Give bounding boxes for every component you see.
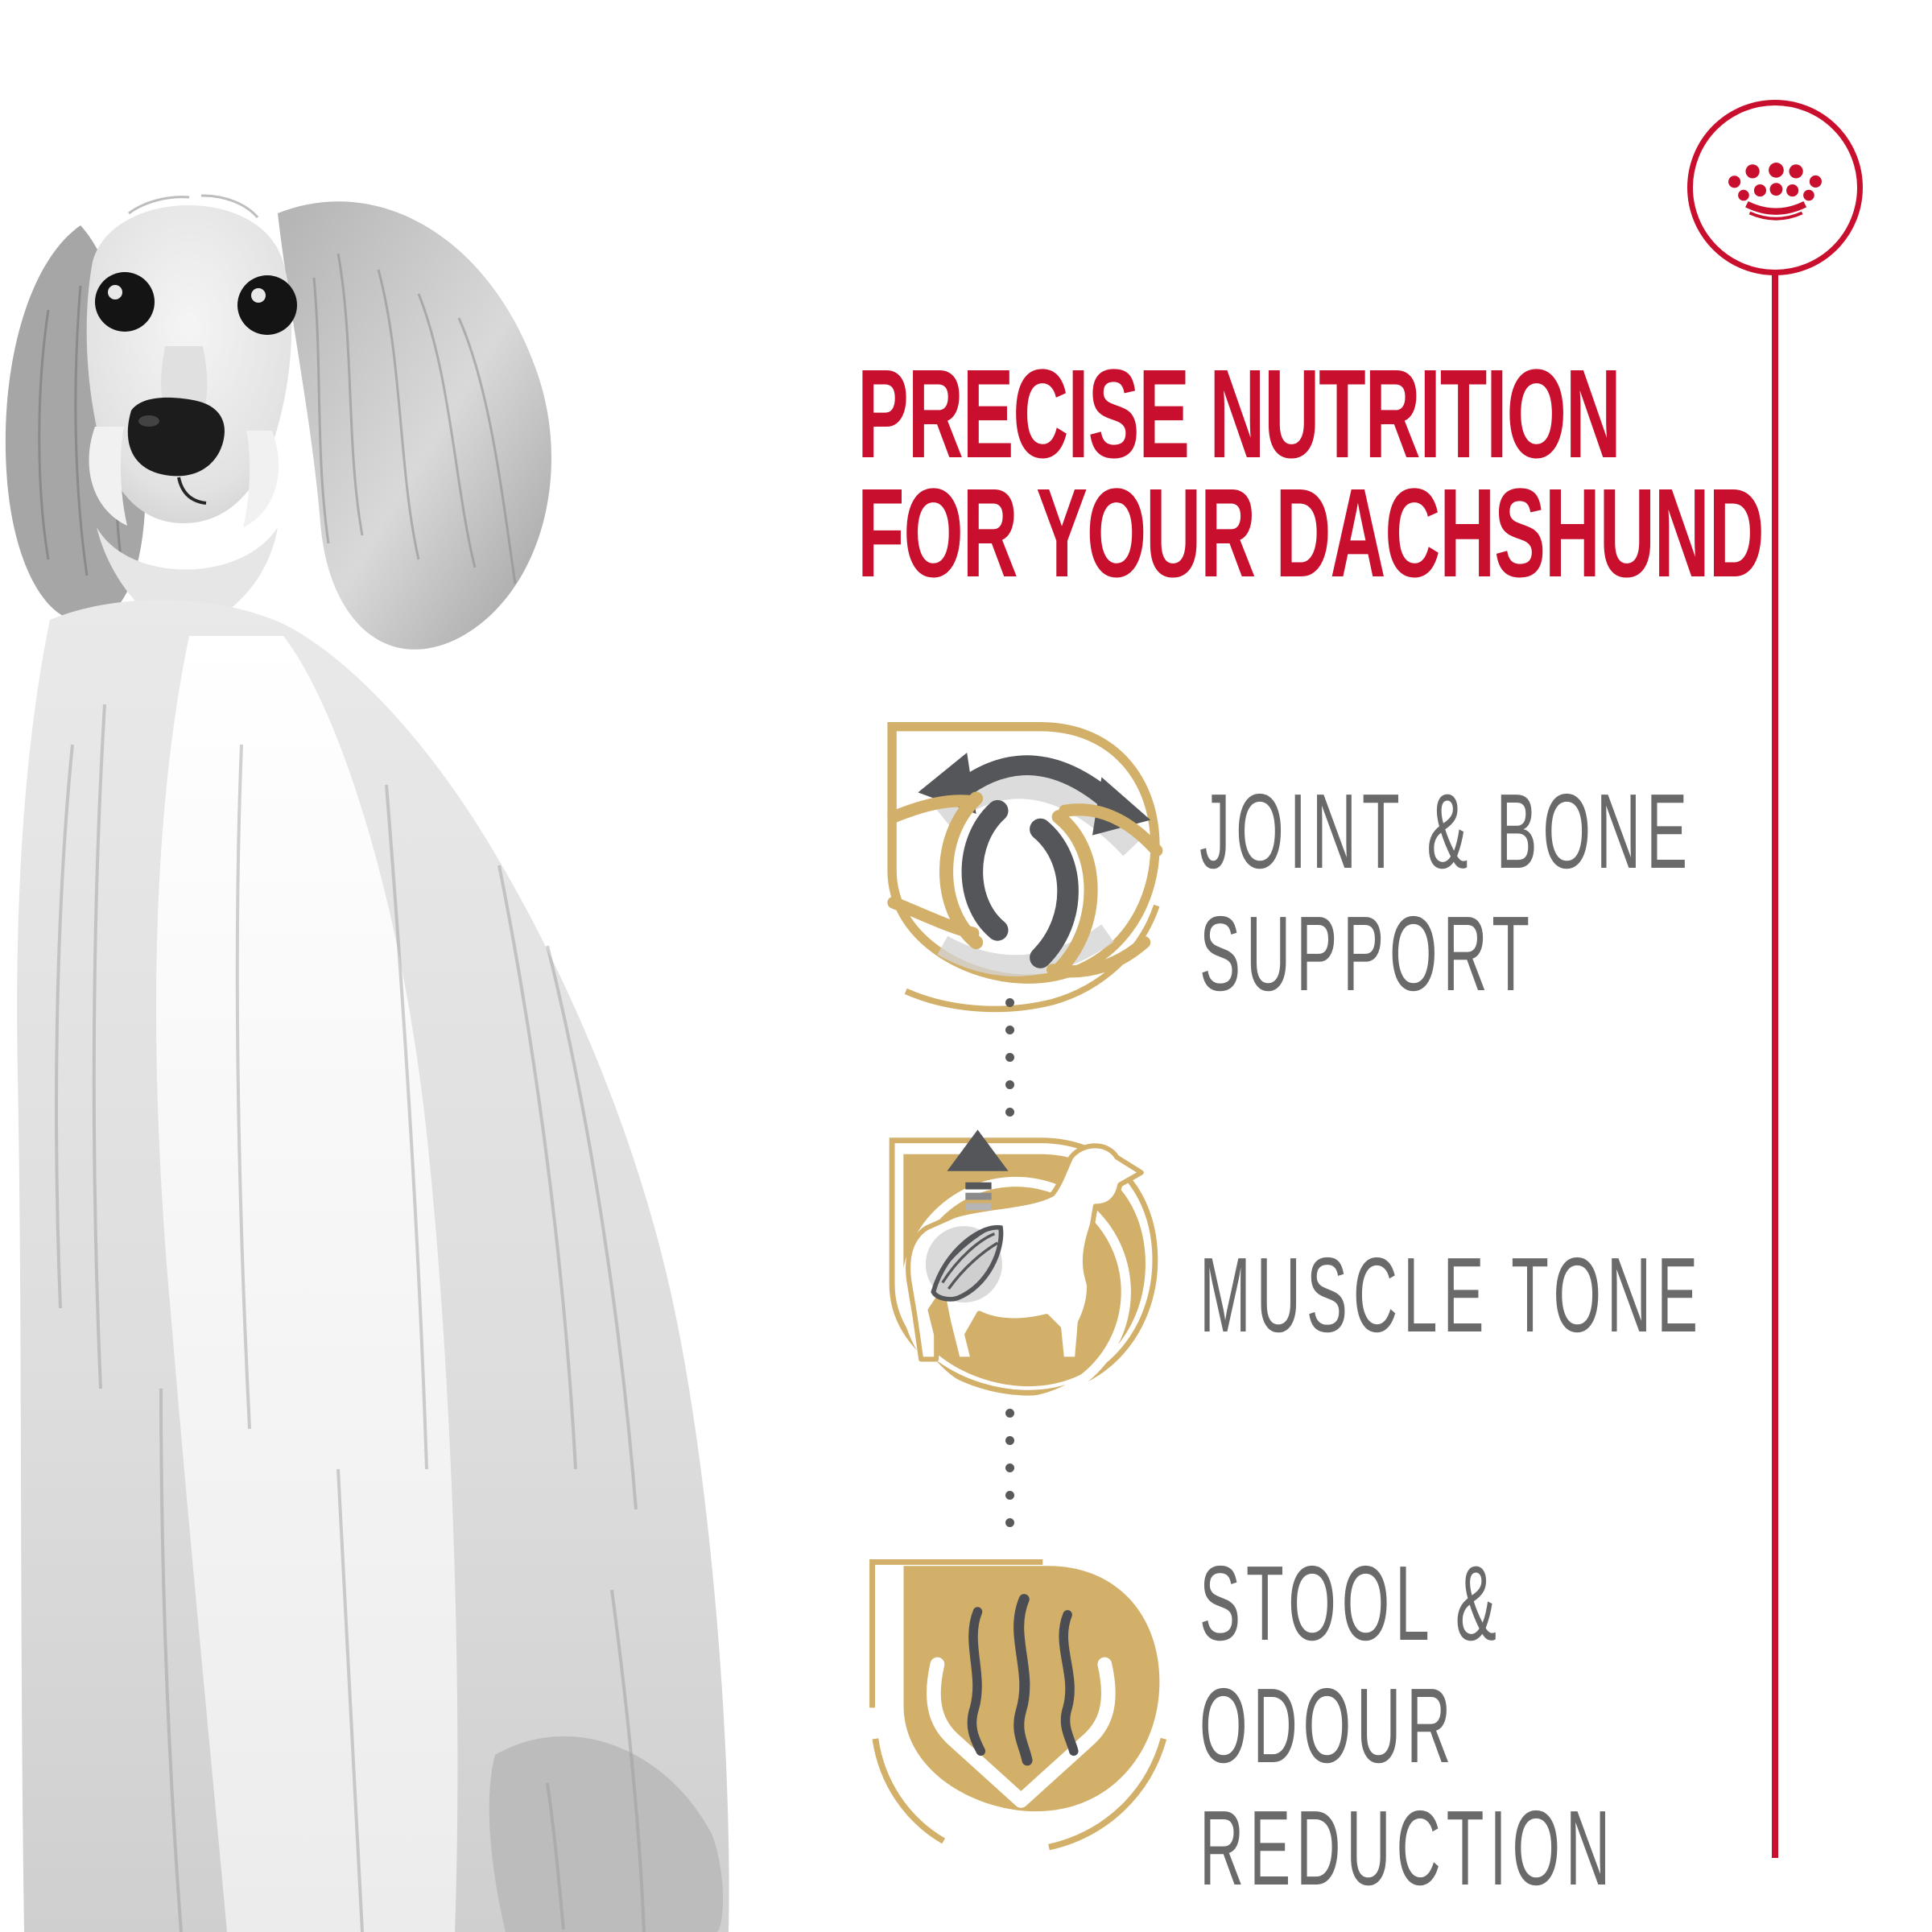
benefit-1-line-1: JOINT & BONE — [1199, 772, 1694, 890]
joint-bone-icon — [887, 722, 1163, 1013]
benefit-3-line-2: ODOUR — [1199, 1666, 1457, 1785]
benefit-label-joint-bone: JOINT & BONE SUPPORT — [1199, 770, 1932, 1015]
title-line-2: FOR YOUR DACHSHUND — [857, 463, 1765, 604]
page-title: PRECISE NUTRITION FOR YOUR DACHSHUND — [857, 344, 1932, 604]
dotted-connector-2 — [1005, 1409, 1014, 1527]
title-line-1: PRECISE NUTRITION — [857, 344, 1621, 485]
benefit-label-stool-odour: STOOL & ODOUR REDUCTION — [1199, 1542, 1918, 1909]
dachshund-photo — [5, 194, 729, 1932]
benefit-3-line-1: STOOL & — [1199, 1544, 1502, 1662]
stool-odour-icon — [869, 1558, 1167, 1851]
royal-canin-logo — [1687, 100, 1863, 275]
benefit-2-line-1: MUSCLE TONE — [1199, 1236, 1704, 1354]
benefit-1-line-2: SUPPORT — [1199, 894, 1535, 1013]
crown-icon — [1728, 163, 1822, 221]
dotted-connector-1 — [1005, 998, 1014, 1117]
benefit-label-muscle-tone: MUSCLE TONE — [1199, 1234, 1932, 1356]
muscle-tone-icon — [889, 1129, 1158, 1407]
vertical-divider-line — [1772, 274, 1778, 1858]
benefit-3-line-3: REDUCTION — [1199, 1789, 1616, 1907]
